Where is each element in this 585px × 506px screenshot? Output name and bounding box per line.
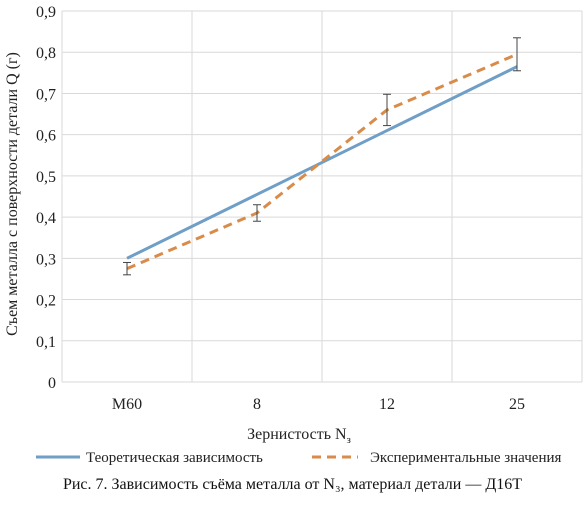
figure-caption: Рис. 7. Зависимость съёма металла от N₃,… xyxy=(62,476,523,493)
x-tick-label: M60 xyxy=(112,396,142,413)
y-tick-label: 0,6 xyxy=(36,128,56,145)
series-line-experimental xyxy=(126,52,518,271)
legend-label-experimental: Экспериментальные значения xyxy=(370,450,561,466)
y-tick-label: 0,8 xyxy=(36,45,56,62)
x-tick-label: 12 xyxy=(379,396,395,413)
y-tick-label: 0,9 xyxy=(36,4,56,21)
x-tick-label: 8 xyxy=(253,396,261,413)
x-tick-labels: M60 8 12 25 xyxy=(112,396,525,413)
y-tick-label: 0,5 xyxy=(36,169,56,186)
y-tick-labels: 0 0,1 0,2 0,3 0,4 0,5 0,6 0,7 0,8 0,9 xyxy=(36,4,56,392)
series-lines xyxy=(126,52,518,271)
y-axis-title: Съем металла с поверхности детали Q (г) xyxy=(4,52,21,336)
x-axis-title: Зернистость Nз xyxy=(247,426,351,446)
series-line-theoretical xyxy=(126,65,518,260)
error-bar xyxy=(253,204,261,222)
error-bars xyxy=(123,37,521,276)
error-bar xyxy=(513,37,521,72)
error-bar xyxy=(123,261,131,276)
y-tick-label: 0,1 xyxy=(36,334,56,351)
y-tick-label: 0,4 xyxy=(36,210,56,227)
legend: Теоретическая зависимость Эксперименталь… xyxy=(36,450,561,466)
y-tick-label: 0,3 xyxy=(36,251,56,268)
y-tick-label: 0 xyxy=(48,375,56,392)
x-tick-label: 25 xyxy=(509,396,525,413)
x-axis-title-main: Зернистость N xyxy=(247,426,347,443)
error-bar xyxy=(383,93,391,127)
y-tick-label: 0,2 xyxy=(36,293,56,310)
x-axis-title-subscript: з xyxy=(347,434,351,446)
grid-lines xyxy=(61,10,583,383)
y-tick-label: 0,7 xyxy=(36,86,56,103)
legend-label-theoretical: Теоретическая зависимость xyxy=(86,450,263,466)
